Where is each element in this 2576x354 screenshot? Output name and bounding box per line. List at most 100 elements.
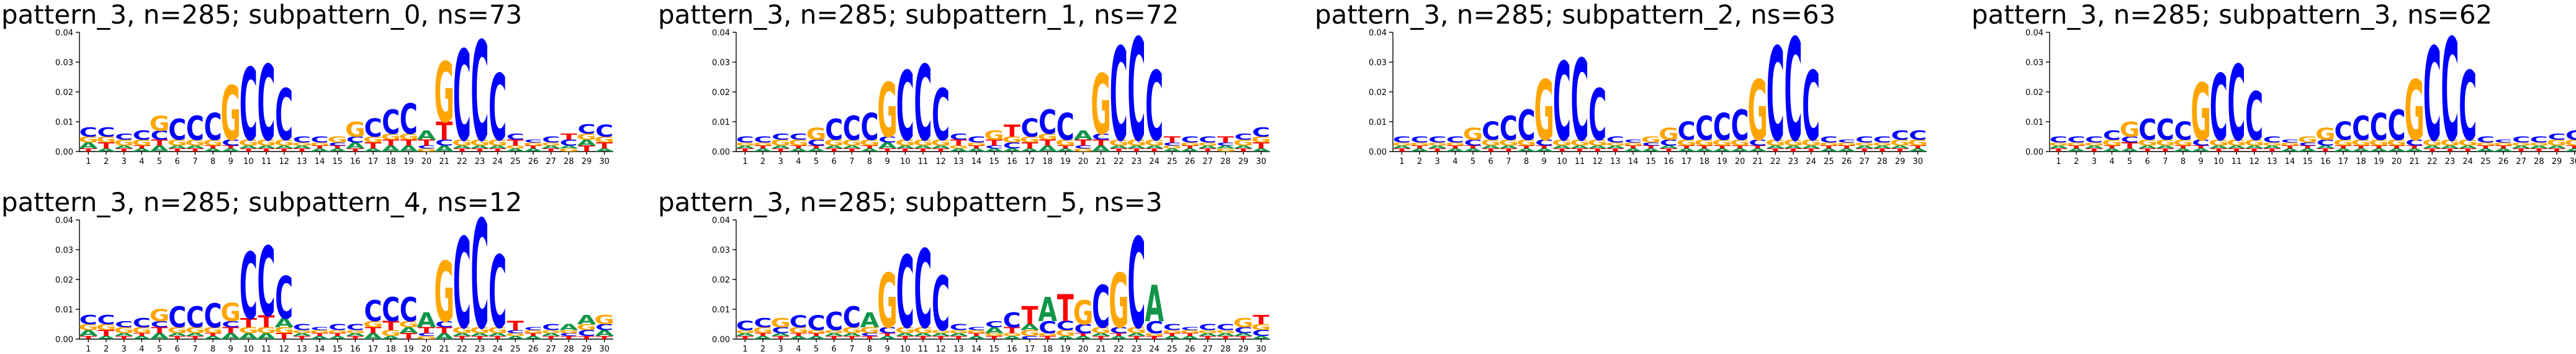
logo-letter-G: G	[1730, 138, 1750, 147]
logo-letter-T: T	[1571, 148, 1588, 153]
logo-letter-A: A	[239, 145, 258, 150]
x-tick-label: 16	[1664, 157, 1674, 166]
logo-letter-G: G	[1570, 138, 1590, 147]
logo-letter-C: C	[1003, 308, 1021, 332]
logo-letter-C: C	[293, 135, 311, 144]
logo-letter-C: C	[1252, 329, 1270, 338]
logo-letter-A: A	[488, 332, 507, 337]
x-tick-label: 11	[261, 345, 272, 354]
logo-letter-T: T	[1785, 148, 1802, 153]
logo-letter-G: G	[1037, 132, 1058, 142]
logo-letter-T: T	[561, 132, 577, 142]
logo-letter-A: A	[168, 332, 187, 337]
logo-letter-T: T	[2299, 145, 2317, 150]
logo-letter-A: A	[2369, 148, 2389, 153]
logo-letter-C: C	[1855, 135, 1873, 144]
logo-letter-C: C	[1553, 39, 1571, 165]
logo-letter-A: A	[577, 313, 597, 327]
logo-letter-A: A	[1216, 332, 1235, 337]
logo-letter-A: A	[1446, 148, 1465, 153]
logo-letter-G: G	[203, 325, 223, 335]
logo-letter-T: T	[294, 148, 311, 153]
logo-letter-C: C	[2477, 135, 2495, 144]
x-tick-label: 13	[297, 157, 307, 166]
logo-letter-A: A	[771, 145, 790, 150]
x-tick-label: 4	[1452, 157, 1457, 166]
x-tick-label: 30	[1256, 345, 1266, 354]
logo-letter-T: T	[2353, 145, 2370, 150]
logo-letter-C: C	[2281, 138, 2299, 143]
x-tick-label: 14	[971, 157, 982, 166]
x-tick-label: 5	[157, 157, 162, 166]
logo-letter-G: G	[1144, 332, 1164, 337]
logo-letter-G: G	[1251, 135, 1271, 144]
x-tick-label: 19	[403, 345, 414, 354]
logo-letter-G: G	[577, 132, 597, 142]
logo-letter-G: G	[788, 138, 809, 147]
logo-letter-G: G	[2475, 142, 2496, 147]
logo-letter-C: C	[1038, 318, 1056, 337]
x-tick-label: 13	[1610, 157, 1621, 166]
logo-letter-A: A	[204, 148, 223, 153]
logo-letter-G: G	[1180, 142, 1200, 147]
x-tick-label: 5	[814, 345, 819, 354]
logo-letter-A: A	[506, 335, 525, 340]
logo-letter-T: T	[329, 332, 346, 337]
logo-letter-A: A	[274, 316, 294, 330]
logo-letter-A: A	[1891, 145, 1910, 150]
x-tick-label: 8	[867, 345, 872, 354]
logo-letter-T: T	[826, 335, 843, 340]
x-tick-label: 1	[1399, 157, 1404, 166]
logo-letter-T: T	[115, 148, 133, 153]
logo-letter-C: C	[2317, 138, 2335, 147]
logo-letter-A: A	[2174, 148, 2193, 153]
logo-letter-A: A	[1251, 335, 1271, 340]
logo-letter-A: A	[1428, 145, 1447, 150]
y-tick-label: 0.01	[55, 118, 73, 127]
logo-letter-T: T	[950, 138, 967, 147]
logo-letter-T: T	[436, 117, 453, 146]
logo-letter-A: A	[274, 145, 294, 150]
logo-letter-C: C	[1056, 105, 1074, 148]
logo-letter-A: A	[2138, 145, 2157, 150]
logo-letter-C: C	[2387, 101, 2405, 150]
x-tick-label: 18	[1699, 157, 1709, 166]
logo-letter-C: C	[914, 227, 932, 353]
x-tick-label: 8	[210, 157, 215, 166]
logo-letter-T: T	[897, 335, 914, 340]
y-tick-label: 0.03	[55, 246, 73, 255]
logo-letter-A: A	[453, 145, 472, 150]
logo-letter-T: T	[2174, 145, 2192, 150]
logo-letter-C: C	[560, 332, 578, 337]
logo-letter-G: G	[132, 138, 152, 147]
logo-letter-C: C	[1891, 129, 1909, 143]
x-tick-label: 8	[1524, 157, 1529, 166]
logo-letter-T: T	[596, 141, 613, 150]
logo-letter-T: T	[1110, 148, 1128, 153]
x-tick-label: 6	[2145, 157, 2150, 166]
logo-letter-A: A	[2298, 148, 2317, 153]
x-tick-label: 12	[1592, 157, 1603, 166]
logo-letter-G: G	[895, 325, 916, 335]
x-tick-label: 19	[2374, 157, 2384, 166]
logo-letter-G: G	[1747, 64, 1768, 160]
logo-letter-C: C	[2423, 22, 2441, 171]
logo-letter-C: C	[772, 132, 790, 142]
logo-letter-A: A	[292, 332, 312, 337]
logo-letter-T: T	[1909, 145, 1927, 150]
logo-letter-T: T	[772, 335, 790, 340]
logo-panel-4: pattern_3, n=285; subpattern_4, ns=120.0…	[1, 187, 615, 354]
logo-letter-G: G	[1002, 332, 1022, 337]
x-tick-label: 8	[2181, 157, 2186, 166]
x-tick-label: 3	[778, 345, 783, 354]
logo-letter-C: C	[1695, 109, 1713, 148]
logo-letter-A: A	[949, 332, 968, 337]
y-tick-label: 0.04	[2025, 29, 2043, 38]
logo-letter-C: C	[2334, 117, 2352, 146]
logo-letter-A: A	[1624, 148, 1643, 153]
logo-letter-C: C	[240, 48, 258, 163]
logo-letter-C: C	[1767, 22, 1785, 171]
logo-letter-G: G	[2422, 138, 2443, 147]
logo-letter-T: T	[986, 138, 1002, 147]
logo-letter-G: G	[1215, 148, 1236, 153]
